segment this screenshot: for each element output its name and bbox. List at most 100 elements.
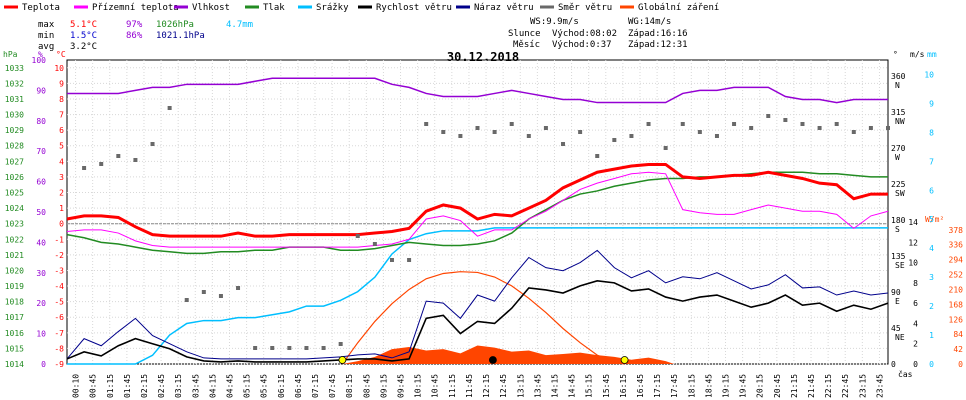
time-tick-label: 00:10 xyxy=(72,374,81,398)
time-tick-label: 18:45 xyxy=(704,374,713,398)
stat-max-press: 1026hPa xyxy=(156,20,194,30)
humidity-tick-label: 100 xyxy=(32,56,47,65)
time-tick-label: 19:15 xyxy=(722,374,731,398)
time-tick-label: 01:45 xyxy=(123,374,132,398)
time-tick-label: 08:15 xyxy=(345,374,354,398)
legend-label: Přízemní teplota xyxy=(92,3,179,13)
wind-direction-point xyxy=(561,142,566,146)
wind-direction-point xyxy=(201,290,206,294)
temperature-tick-label: 5 xyxy=(59,142,64,151)
wind-gust-info: WG:14m/s xyxy=(628,17,671,27)
rain-tick-label: 3 xyxy=(929,273,934,282)
direction-compass-label: SE xyxy=(895,261,905,270)
direction-compass-label: SW xyxy=(895,189,905,198)
humidity-tick-label: 60 xyxy=(36,178,46,187)
pressure-tick-label: 1031 xyxy=(5,95,24,104)
time-tick-label: 07:15 xyxy=(311,374,320,398)
wind-tick-label: 10 xyxy=(908,259,918,268)
wind-direction-point xyxy=(680,122,685,126)
wind-tick-label: 2 xyxy=(913,340,918,349)
axes: 1033103210311030102910281027102610251024… xyxy=(5,56,963,398)
humidity-tick-label: 40 xyxy=(36,238,46,247)
pressure-tick-label: 1029 xyxy=(5,126,24,135)
time-tick-label: 15:15 xyxy=(585,374,594,398)
direction-compass-label: NE xyxy=(895,333,905,342)
wind-tick-label: 8 xyxy=(913,279,918,288)
grid xyxy=(66,59,889,365)
time-tick-label: 00:45 xyxy=(89,374,98,398)
time-tick-label: 10:15 xyxy=(414,374,423,398)
wind-direction-point xyxy=(543,126,548,130)
wind-tick-label: 14 xyxy=(908,218,918,227)
stat-min-press: 1021.1hPa xyxy=(156,31,205,41)
stat-min-temp: 1.5°C xyxy=(70,31,97,41)
wind-direction-point xyxy=(167,106,172,110)
unit-temp: °C xyxy=(56,50,66,59)
time-tick-label: 16:45 xyxy=(636,374,645,398)
pressure-tick-label: 1030 xyxy=(5,111,24,120)
temperature-tick-label: -7 xyxy=(54,329,64,338)
rain-tick-label: 4 xyxy=(929,244,934,253)
temperature-tick-label: -3 xyxy=(54,266,64,275)
stat-max-label: max xyxy=(38,20,55,30)
sun-set: Západ:16:16 xyxy=(628,29,688,39)
radiation-tick-label: 126 xyxy=(949,315,964,324)
pressure-tick-label: 1026 xyxy=(5,173,24,182)
wind-direction-point xyxy=(578,130,583,134)
direction-compass-label: E xyxy=(895,297,900,306)
series-rain xyxy=(67,227,888,365)
humidity-tick-label: 30 xyxy=(36,269,46,278)
time-tick-label: 06:45 xyxy=(294,374,303,398)
unit-time: čas xyxy=(898,369,913,379)
direction-tick-label: 135 xyxy=(891,252,906,261)
time-tick-label: 01:15 xyxy=(106,374,115,398)
marker-moonset xyxy=(488,356,497,364)
rain-tick-label: 0 xyxy=(929,360,934,369)
time-tick-label: 09:45 xyxy=(397,374,406,398)
time-tick-label: 17:15 xyxy=(653,374,662,398)
wind-direction-point xyxy=(749,126,754,130)
wind-direction-point xyxy=(116,154,121,158)
wind-direction-point xyxy=(441,130,446,134)
wind-direction-point xyxy=(372,242,377,246)
wind-direction-point xyxy=(851,130,856,134)
rain-tick-label: 7 xyxy=(929,157,934,166)
wind-direction-point xyxy=(595,154,600,158)
humidity-tick-label: 0 xyxy=(41,360,46,369)
rain-tick-label: 2 xyxy=(929,302,934,311)
radiation-tick-label: 210 xyxy=(949,285,964,294)
temperature-tick-label: 1 xyxy=(59,204,64,213)
wind-direction-point xyxy=(509,122,514,126)
time-tick-label: 12:15 xyxy=(482,374,491,398)
temperature-tick-label: 6 xyxy=(59,126,64,135)
series-wind-speed xyxy=(66,280,889,363)
time-tick-label: 15:45 xyxy=(602,374,611,398)
stat-max-hum: 97% xyxy=(126,20,143,30)
rain-tick-label: 8 xyxy=(929,128,934,137)
wind-direction-point xyxy=(834,122,839,126)
time-tick-label: 21:45 xyxy=(807,374,816,398)
wind-tick-label: 6 xyxy=(913,299,918,308)
time-tick-label: 11:15 xyxy=(448,374,457,398)
marker-sunrise xyxy=(338,356,347,364)
wind-direction-point xyxy=(800,122,805,126)
wind-direction-point xyxy=(407,258,412,262)
wind-direction-point xyxy=(236,286,241,290)
temperature-tick-label: -1 xyxy=(54,235,64,244)
radiation-tick-label: 252 xyxy=(949,271,964,280)
direction-compass-label: W xyxy=(895,153,900,162)
legend-label: Srážky xyxy=(316,3,349,13)
time-tick-label: 17:45 xyxy=(670,374,679,398)
wind-direction-point xyxy=(133,158,138,162)
moon-rise: Východ:0:37 xyxy=(552,40,612,50)
wind-direction-point xyxy=(766,114,771,118)
time-tick-label: 02:45 xyxy=(157,374,166,398)
unit-rad: W/m² xyxy=(925,215,944,224)
stat-avg-label: avg xyxy=(38,42,54,52)
wind-direction-point xyxy=(732,122,737,126)
wind-tick-label: 4 xyxy=(913,319,918,328)
wind-direction-point xyxy=(338,342,343,346)
wind-direction-point xyxy=(99,162,104,166)
temperature-tick-label: -4 xyxy=(54,282,64,291)
chart-title: 30.12.2018 xyxy=(447,50,519,64)
